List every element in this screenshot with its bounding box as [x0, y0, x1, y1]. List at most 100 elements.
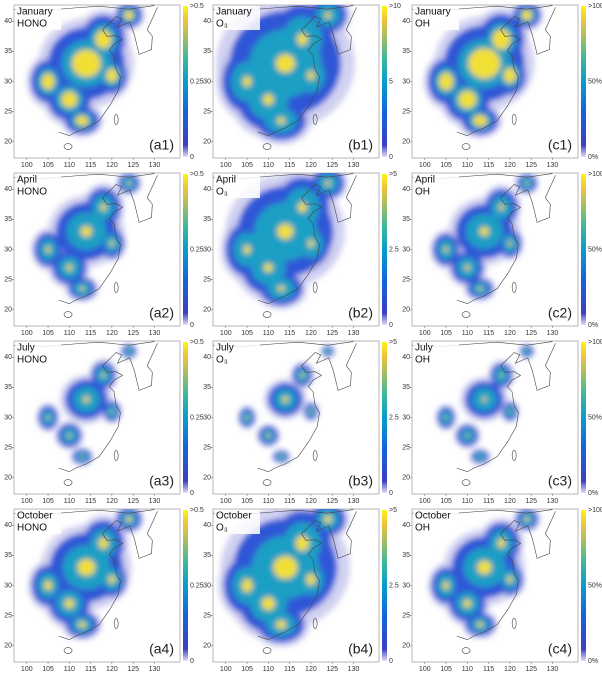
map-field	[14, 5, 158, 150]
x-tick-label: 125	[525, 162, 537, 169]
x-tick-label: 115	[85, 330, 96, 337]
x-tick-label: 125	[326, 666, 338, 673]
island	[63, 647, 73, 654]
x-tick-label: 110	[64, 666, 75, 673]
y-tick-label: 40	[203, 18, 211, 25]
x-tick-label: 100	[419, 498, 431, 505]
y-tick-label: 25	[4, 612, 12, 619]
y-tick-label: 30	[4, 414, 12, 421]
x-tick-label: 110	[263, 330, 274, 337]
label-bg	[214, 342, 260, 366]
colorbar-label: >5	[389, 339, 397, 346]
colorbar-label: >0.5	[190, 507, 204, 514]
y-tick-label: 40	[402, 186, 410, 193]
island	[262, 479, 272, 486]
y-tick-label: 40	[203, 522, 211, 529]
island	[262, 311, 272, 318]
island	[63, 311, 73, 318]
label-bg	[15, 6, 61, 30]
x-tick-label: 120	[106, 666, 118, 673]
x-tick-label: 110	[64, 498, 75, 505]
colorbar-label: 0.25	[190, 582, 204, 589]
panel-id: (b3)	[348, 473, 373, 489]
x-tick-label: 105	[241, 498, 253, 505]
x-tick-label: 100	[21, 162, 33, 169]
x-tick-label: 110	[263, 666, 274, 673]
species-label: HONO	[17, 19, 47, 30]
colorbar-label: >10	[389, 3, 401, 10]
y-tick-label: 40	[402, 522, 410, 529]
island	[312, 114, 318, 125]
x-tick-label: 125	[326, 330, 338, 337]
label-bg	[413, 510, 459, 534]
colorbar-label: 2.5	[389, 582, 399, 589]
y-tick-label: 25	[402, 444, 410, 451]
colorbar-label: >100%	[588, 507, 602, 514]
x-tick-label: 105	[440, 330, 452, 337]
y-tick-label: 20	[203, 475, 211, 482]
colorbar-label: >100%	[588, 3, 602, 10]
y-tick-label: 20	[203, 307, 211, 314]
island	[312, 618, 318, 629]
x-tick-label: 115	[284, 162, 295, 169]
colorbar-label: 0%	[588, 658, 598, 665]
x-tick-label: 115	[483, 330, 494, 337]
x-tick-label: 105	[42, 666, 54, 673]
x-tick-label: 105	[241, 330, 253, 337]
x-tick-label: 120	[504, 330, 516, 337]
x-tick-label: 105	[440, 498, 452, 505]
y-tick-label: 20	[402, 307, 410, 314]
month-label: April	[216, 175, 236, 186]
x-tick-label: 100	[419, 666, 431, 673]
y-tick-label: 35	[402, 384, 410, 391]
island	[113, 114, 119, 125]
y-tick-label: 25	[203, 276, 211, 283]
y-tick-label: 20	[203, 643, 211, 650]
panel-id: (a3)	[149, 473, 174, 489]
panel-id: (b1)	[348, 137, 373, 153]
label-bg	[214, 510, 260, 534]
month-label: January	[17, 7, 53, 18]
month-label: October	[415, 511, 451, 522]
x-tick-label: 130	[547, 498, 559, 505]
y-tick-label: 25	[4, 444, 12, 451]
panel-id: (a2)	[149, 305, 174, 321]
month-label: January	[415, 7, 451, 18]
x-tick-label: 100	[21, 666, 33, 673]
x-tick-label: 105	[42, 498, 54, 505]
island	[262, 647, 272, 654]
month-label: April	[17, 175, 37, 186]
y-tick-label: 40	[203, 354, 211, 361]
colorbar-label: 0	[389, 154, 393, 161]
x-tick-label: 105	[42, 330, 54, 337]
colorbar-label: >100%	[588, 339, 602, 346]
map-field	[14, 341, 158, 486]
month-label: April	[415, 175, 435, 186]
label-bg	[15, 510, 61, 534]
y-tick-label: 35	[4, 48, 12, 55]
x-tick-label: 115	[483, 498, 494, 505]
month-label: July	[415, 343, 433, 354]
panel: 100 105 110 115 120 125 130 20 25 30 35 40 OctoberOH…	[402, 507, 602, 673]
y-tick-label: 40	[4, 354, 12, 361]
x-tick-label: 120	[305, 330, 317, 337]
x-tick-label: 110	[462, 666, 473, 673]
y-tick-label: 20	[4, 475, 12, 482]
island	[511, 450, 517, 461]
y-tick-label: 30	[203, 414, 211, 421]
x-tick-label: 120	[305, 666, 317, 673]
y-tick-label: 20	[402, 139, 410, 146]
x-tick-label: 100	[21, 330, 33, 337]
species-label: OH	[415, 355, 430, 366]
x-tick-label: 130	[547, 666, 559, 673]
island	[63, 143, 73, 150]
x-tick-label: 130	[348, 498, 360, 505]
x-tick-label: 110	[462, 498, 473, 505]
colorbar-label: 0	[389, 658, 393, 665]
colorbar	[382, 6, 387, 157]
